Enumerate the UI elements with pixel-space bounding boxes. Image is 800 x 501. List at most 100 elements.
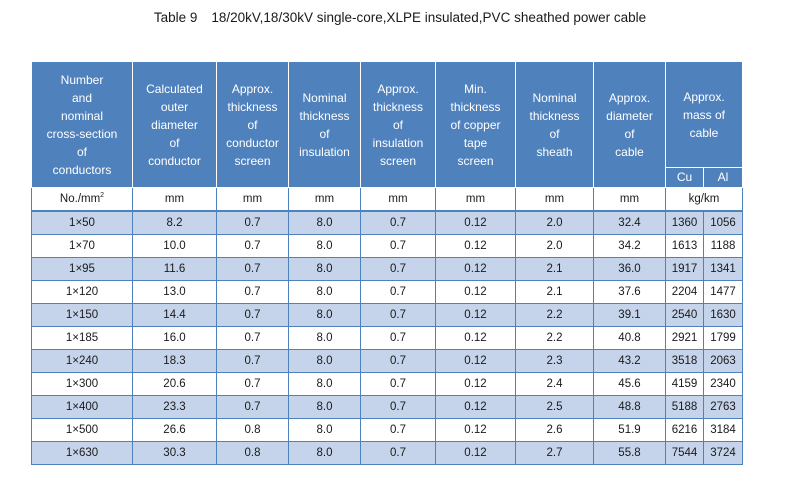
cell-conductor-screen: 0.7 [216, 303, 289, 327]
cell-insulation-screen: 0.7 [360, 418, 436, 442]
cell-sheath: 2.7 [515, 441, 594, 465]
cell-conductor-diameter: 14.4 [132, 303, 217, 327]
cell-cable-diameter: 39.1 [593, 303, 666, 327]
cell-conductor-screen: 0.8 [216, 441, 289, 465]
table-row: 1×630 30.3 0.8 8.0 0.7 0.12 2.7 55.8 7544 3724 [31, 441, 743, 465]
cell-insulation-screen: 0.7 [360, 257, 436, 281]
cell-mass-al: 3184 [703, 418, 743, 442]
cell-mass-al: 3724 [703, 441, 743, 465]
cell-mass-cu: 1917 [665, 257, 704, 281]
cell-size: 1×185 [31, 326, 133, 350]
unit-mm: mm [515, 187, 594, 212]
header-line: mass of [682, 107, 725, 122]
header-line: conductors [52, 162, 112, 177]
table-body: 1×50 8.2 0.7 8.0 0.7 0.12 2.0 32.4 1360 1056 1×70 1… [31, 211, 743, 465]
cell-cable-diameter: 45.6 [593, 372, 666, 396]
cell-copper-tape: 0.12 [435, 441, 516, 465]
cell-mass-al: 1799 [703, 326, 743, 350]
header-line: thickness [372, 99, 424, 114]
header-line: screen [457, 153, 494, 168]
table-row: 1×70 10.0 0.7 8.0 0.7 0.12 2.0 34.2 1613 1188 [31, 234, 743, 258]
cell-conductor-screen: 0.7 [216, 211, 289, 235]
header-mass-al: Al [703, 167, 743, 188]
header-line: Nominal [532, 90, 577, 105]
header-line: Approx. [683, 89, 725, 104]
cell-conductor-screen: 0.7 [216, 234, 289, 258]
cell-size: 1×150 [31, 303, 133, 327]
cell-copper-tape: 0.12 [435, 395, 516, 419]
cell-mass-al: 1188 [703, 234, 743, 258]
header-line: of [319, 126, 330, 141]
header-conductor-screen: Approx. thickness of conductor screen [216, 61, 289, 188]
header-line: of [169, 135, 180, 150]
cell-mass-cu: 1360 [665, 211, 704, 235]
header-insulation: Nominal thickness of insulation [288, 61, 361, 188]
header-cable-diameter: Approx. diameter of cable [593, 61, 666, 188]
cell-insulation: 8.0 [288, 280, 361, 304]
header-line: of [392, 117, 403, 132]
cell-mass-al: 1341 [703, 257, 743, 281]
header-line: cross-section [46, 126, 118, 141]
cell-conductor-screen: 0.7 [216, 257, 289, 281]
cell-insulation: 8.0 [288, 257, 361, 281]
cell-mass-cu: 4159 [665, 372, 704, 396]
cell-mass-cu: 6216 [665, 418, 704, 442]
cell-insulation-screen: 0.7 [360, 280, 436, 304]
cell-conductor-diameter: 26.6 [132, 418, 217, 442]
cell-conductor-diameter: 30.3 [132, 441, 217, 465]
cell-size: 1×400 [31, 395, 133, 419]
cell-conductor-diameter: 23.3 [132, 395, 217, 419]
cell-conductor-screen: 0.7 [216, 326, 289, 350]
cell-copper-tape: 0.12 [435, 349, 516, 373]
header-line: and [71, 90, 93, 105]
cell-insulation: 8.0 [288, 303, 361, 327]
cell-cable-diameter: 32.4 [593, 211, 666, 235]
cell-conductor-screen: 0.8 [216, 418, 289, 442]
header-line: of [76, 144, 87, 159]
unit-mm: mm [288, 187, 361, 212]
table-row: 1×120 13.0 0.7 8.0 0.7 0.12 2.1 37.6 2204 1477 [31, 280, 743, 304]
table-row: 1×240 18.3 0.7 8.0 0.7 0.12 2.3 43.2 3518 2063 [31, 349, 743, 373]
cell-conductor-screen: 0.7 [216, 395, 289, 419]
cell-insulation-screen: 0.7 [360, 303, 436, 327]
header-line: insulation [372, 135, 424, 150]
cell-cable-diameter: 51.9 [593, 418, 666, 442]
cell-conductor-screen: 0.7 [216, 372, 289, 396]
header-conductor-diameter: Calculated outer diameter of conductor [132, 61, 217, 188]
cell-conductor-diameter: 18.3 [132, 349, 217, 373]
header-insulation-screen: Approx. thickness of insulation screen [360, 61, 436, 188]
cell-copper-tape: 0.12 [435, 418, 516, 442]
cell-mass-al: 1056 [703, 211, 743, 235]
cell-cable-diameter: 37.6 [593, 280, 666, 304]
cell-insulation-screen: 0.7 [360, 211, 436, 235]
cell-conductor-diameter: 10.0 [132, 234, 217, 258]
cell-conductor-diameter: 16.0 [132, 326, 217, 350]
table-row: 1×185 16.0 0.7 8.0 0.7 0.12 2.2 40.8 2921 1799 [31, 326, 743, 350]
cell-copper-tape: 0.12 [435, 234, 516, 258]
cell-mass-al: 2063 [703, 349, 743, 373]
cable-spec-table: Number and nominal cross-section of conductor… [31, 61, 743, 465]
table-row: 1×150 14.4 0.7 8.0 0.7 0.12 2.2 39.1 2540 1630 [31, 303, 743, 327]
header-line: Approx. [231, 81, 274, 96]
cell-mass-al: 1477 [703, 280, 743, 304]
cell-size: 1×50 [31, 211, 133, 235]
header-line: thickness [529, 108, 580, 123]
table-row: 1×95 11.6 0.7 8.0 0.7 0.12 2.1 36.0 1917 1341 [31, 257, 743, 281]
table-title: Table 9 18/20kV,18/30kV single-core,XLPE … [0, 10, 800, 25]
header-line: thickness [299, 108, 350, 123]
cell-mass-cu: 2921 [665, 326, 704, 350]
cell-sheath: 2.4 [515, 372, 594, 396]
cell-insulation: 8.0 [288, 441, 361, 465]
header-mass-cu: Cu [665, 167, 704, 188]
header-line: thickness [450, 99, 501, 114]
unit-mm: mm [216, 187, 289, 212]
cell-size: 1×240 [31, 349, 133, 373]
header-line: cable [689, 125, 719, 140]
table-row: 1×50 8.2 0.7 8.0 0.7 0.12 2.0 32.4 1360 1056 [31, 211, 743, 235]
cell-mass-al: 2340 [703, 372, 743, 396]
unit-size: No./mm2 [31, 187, 133, 212]
cell-mass-cu: 5188 [665, 395, 704, 419]
cell-copper-tape: 0.12 [435, 257, 516, 281]
cell-conductor-diameter: 20.6 [132, 372, 217, 396]
cell-insulation: 8.0 [288, 211, 361, 235]
